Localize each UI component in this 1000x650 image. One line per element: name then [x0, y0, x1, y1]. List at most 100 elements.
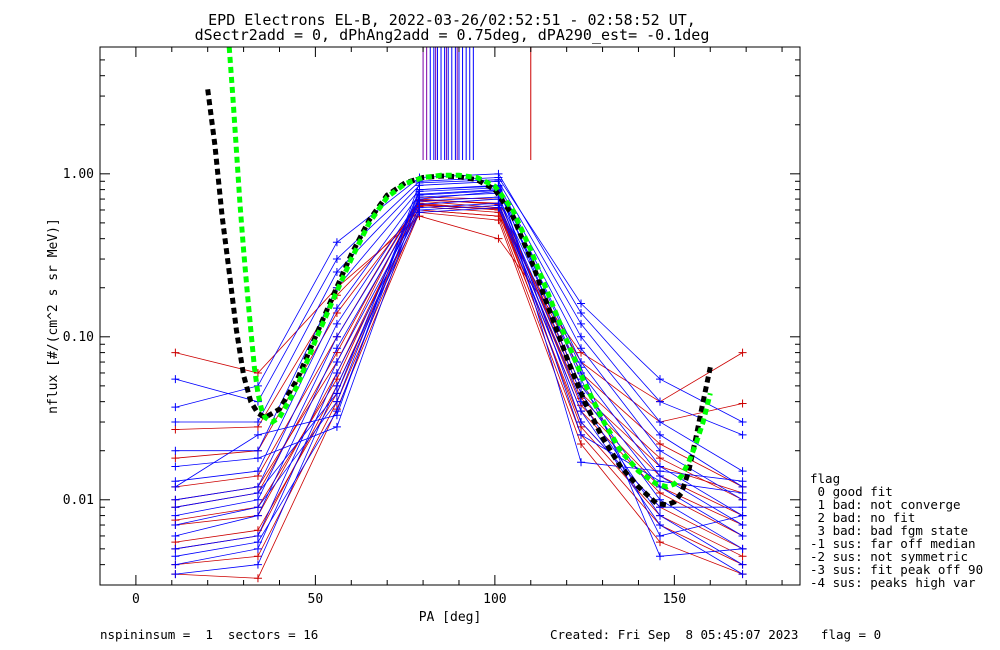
fit-layer	[205, 46, 713, 508]
blue-data-point	[332, 358, 341, 367]
plot-frame	[99, 46, 801, 586]
blue-data-point	[415, 191, 424, 200]
red-profile-line	[175, 198, 743, 501]
blue-data-point	[171, 521, 180, 530]
y-tick-label: 0.01	[63, 493, 94, 508]
blue-data-point	[656, 552, 664, 561]
blue-data-point	[253, 503, 262, 512]
blue-data-point	[253, 538, 262, 547]
x-axis-label: PA [deg]	[419, 610, 482, 625]
blue-data-point	[738, 495, 747, 504]
blue-data-point	[332, 407, 341, 416]
blue-data-point	[577, 418, 586, 427]
blue-data-point	[494, 203, 503, 212]
blue-profile-line	[175, 177, 743, 423]
blue-data-point	[332, 255, 341, 264]
red-data-point	[738, 399, 747, 408]
blue-data-point	[253, 418, 262, 427]
blue-data-point	[253, 544, 262, 553]
blue-data-point	[738, 531, 747, 540]
footer-right: Created: Fri Sep 8 05:45:07 2023 flag = …	[550, 627, 881, 642]
blue-data-point	[577, 319, 586, 328]
blue-data-point	[171, 511, 180, 520]
blue-data-point	[332, 397, 341, 406]
blue-data-point	[171, 418, 180, 427]
red-data-point	[494, 234, 503, 243]
red-data-point	[656, 439, 664, 448]
blue-data-point	[332, 344, 341, 353]
blue-data-point	[656, 446, 664, 455]
blue-data-point	[171, 375, 180, 384]
blue-data-point	[171, 482, 180, 491]
blue-data-point	[656, 467, 664, 476]
blue-data-point	[171, 403, 180, 412]
blue-data-point	[738, 503, 747, 512]
y-axis-label: nflux [#/(cm^2 s sr MeV)]	[46, 218, 61, 414]
axes-layer: 0 50 100 150 0.01 0.10 1.00	[63, 46, 800, 607]
red-data-point	[253, 552, 262, 561]
blue-data-point	[253, 511, 262, 520]
blue-data-point	[253, 560, 262, 569]
blue-data-point	[332, 332, 341, 341]
blue-profile-line	[175, 198, 743, 537]
blue-data-point	[738, 489, 747, 498]
red-data-point	[738, 348, 747, 357]
legend-item: 2 bad: no fit	[810, 510, 915, 525]
blue-data-point	[656, 531, 664, 540]
legend-item: -2 sus: not symmetric	[810, 549, 968, 564]
red-profile-line	[175, 206, 743, 550]
blue-data-point	[656, 375, 664, 384]
red-profile-line	[175, 196, 743, 501]
blue-data-point	[253, 495, 262, 504]
blue-profile-line	[175, 192, 743, 494]
blue-data-point	[415, 208, 424, 217]
blue-profile-line	[175, 179, 743, 488]
blue-profile-line	[175, 187, 743, 537]
red-data-point	[577, 439, 586, 448]
blue-data-point	[332, 267, 341, 276]
blue-data-point	[253, 489, 262, 498]
red-data-point	[171, 425, 180, 434]
blue-data-point	[738, 521, 747, 530]
blue-data-point	[171, 462, 180, 471]
blue-data-point	[171, 552, 180, 561]
blue-data-point	[171, 570, 180, 579]
top-marker-layer	[422, 47, 532, 160]
legend-title: flag	[810, 471, 840, 486]
blue-data-point	[738, 430, 747, 439]
blue-profile-line	[175, 196, 743, 526]
blue-data-point	[738, 467, 747, 476]
blue-data-point	[656, 430, 664, 439]
blue-data-point	[253, 446, 262, 455]
blue-data-point	[656, 495, 664, 504]
blue-data-point	[171, 446, 180, 455]
legend-item: -4 sus: peaks high var	[810, 575, 976, 590]
chart-title-line2: dSectr2add = 0, dPhAng2add = 0.75deg, dP…	[195, 26, 710, 44]
blue-profile-line	[175, 180, 743, 472]
blue-data-point	[171, 495, 180, 504]
red-data-point	[738, 552, 747, 561]
blue-profile-line	[175, 202, 743, 550]
legend-item: 1 bad: not converge	[810, 497, 961, 512]
blue-data-point	[171, 503, 180, 512]
blue-data-point	[738, 511, 747, 520]
legend-item: 0 good fit	[810, 484, 893, 499]
blue-profile-line	[175, 185, 743, 508]
blue-data-point	[656, 521, 664, 530]
blue-data-point	[171, 531, 180, 540]
blue-data-point	[656, 397, 664, 406]
blue-data-point	[738, 418, 747, 427]
red-data-point	[494, 216, 503, 225]
blue-data-point	[332, 319, 341, 328]
blue-data-point	[656, 477, 664, 486]
blue-data-point	[171, 560, 180, 569]
legend-item: 3 bad: bad fgm state	[810, 523, 968, 538]
blue-data-point	[738, 544, 747, 553]
blue-data-point	[171, 544, 180, 553]
blue-data-point	[656, 418, 664, 427]
y-tick-label: 1.00	[63, 167, 94, 182]
x-tick-label: 50	[308, 592, 324, 607]
x-tick-label: 100	[483, 592, 506, 607]
blue-data-point	[332, 304, 341, 313]
blue-data-point	[656, 511, 664, 520]
